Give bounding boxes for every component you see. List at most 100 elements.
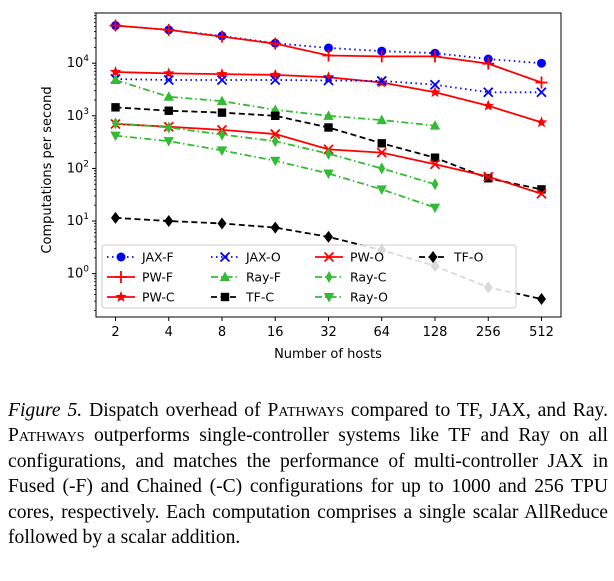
legend-marker-jax-o [219, 251, 231, 263]
x-tick-label: 256 [476, 325, 501, 340]
point-ray-o [429, 203, 441, 214]
legend-marker-ray-o [323, 293, 335, 303]
legend-marker-ray-f [219, 271, 231, 281]
legend-label-jax-o: JAX-O [245, 250, 281, 265]
legend-marker-tf-c [220, 292, 230, 302]
caption-text-3: outperforms single-controller systems li… [8, 425, 608, 549]
point-pw-f [109, 19, 122, 32]
point-jax-f [324, 43, 333, 53]
legend-entry-pw-f: PW-F [107, 270, 173, 285]
axes: 2 4 8 16 32 64 128 256 512 100 101 102 103 104 [67, 12, 562, 340]
point-tf-c [111, 103, 120, 112]
point-tf-c [217, 108, 227, 117]
series-jax-o [110, 73, 547, 98]
legend-entry-tf-o: TF-O [419, 250, 484, 265]
point-tf-o [111, 211, 120, 224]
legend-label-pw-f: PW-F [142, 270, 173, 285]
point-jax-o [429, 79, 441, 90]
legend-label-ray-f: Ray-F [246, 270, 281, 285]
pathways-name-2: Pathways [8, 425, 85, 447]
legend-label-tf-c: TF-C [245, 290, 274, 305]
pathways-name-1: Pathways [267, 400, 345, 421]
point-ray-f [163, 91, 174, 101]
point-tf-c [430, 153, 440, 162]
legend-marker-pw-o [323, 251, 335, 263]
point-ray-f [376, 114, 387, 125]
point-ray-o [110, 131, 121, 142]
point-ray-o [376, 185, 387, 195]
x-tick-label: 16 [267, 325, 284, 340]
x-tick-label: 2 [111, 325, 119, 340]
x-tick-label: 32 [320, 325, 337, 340]
point-pw-o [429, 159, 441, 170]
point-pw-f [162, 23, 175, 36]
point-jax-o [536, 87, 547, 98]
legend-label-pw-c: PW-C [142, 290, 175, 305]
point-pw-c [322, 71, 335, 83]
y-tick-label: 100 [67, 265, 90, 282]
legend-box [101, 244, 517, 309]
x-axis-label: Number of hosts [274, 347, 382, 362]
point-pw-f [482, 57, 495, 70]
point-tf-o [217, 217, 227, 230]
x-tick-label: 64 [373, 325, 390, 340]
point-pw-c [482, 99, 494, 111]
point-jax-o [376, 75, 387, 87]
legend-entry-jax-f: JAX-F [107, 250, 174, 265]
series-ray-f [110, 74, 441, 130]
legend-entry-pw-c: PW-C [107, 290, 175, 305]
point-tf-o [164, 215, 174, 228]
point-pw-c [109, 66, 122, 77]
point-tf-c [324, 123, 333, 132]
caption-paragraph: Figure 5. Dispatch overhead of Pathways … [8, 398, 608, 550]
dispatch-overhead-chart: 2 4 8 16 32 64 128 256 512 100 101 102 103 104 JAX-F P… [40, 12, 562, 362]
point-tf-o [270, 221, 280, 234]
legend: JAX-F PW-F PW-C JAX-O Ray-F TF-C PW-O Ray-C Ray-… [101, 244, 517, 309]
point-jax-o [270, 74, 281, 86]
point-pw-f [269, 37, 282, 50]
point-pw-c [163, 67, 175, 79]
point-pw-f [375, 50, 388, 63]
point-ray-f [110, 74, 121, 84]
legend-label-ray-c: Ray-C [350, 270, 387, 285]
point-tf-c [271, 111, 280, 121]
legend-entry-tf-c: TF-C [211, 290, 274, 305]
x-tick-label: 8 [218, 325, 226, 340]
legend-marker-jax-f [116, 252, 126, 262]
point-jax-o [323, 75, 334, 86]
legend-label-tf-o: TF-O [453, 250, 484, 265]
legend-entry-jax-o: JAX-O [211, 250, 281, 265]
point-ray-f [323, 110, 334, 120]
caption-text-2: compared to TF, JAX, and Ray. [344, 400, 608, 421]
point-pw-f [322, 49, 335, 62]
y-tick-label: 103 [67, 107, 89, 124]
point-jax-f [537, 58, 546, 68]
point-pw-f [535, 76, 548, 89]
point-ray-o [216, 146, 228, 156]
point-ray-o [323, 169, 334, 180]
point-ray-c [378, 162, 386, 175]
y-axis-label: Computations per second [40, 86, 55, 253]
point-tf-o [324, 230, 333, 243]
series-ray-o [110, 131, 441, 214]
series-pw-f [109, 19, 548, 89]
point-ray-c [431, 178, 439, 191]
legend-marker-pw-f [115, 271, 127, 283]
point-ray-c [112, 117, 119, 130]
point-pw-o [536, 188, 547, 199]
y-tick-label: 101 [67, 212, 89, 229]
figure-label: Figure 5. [8, 400, 83, 421]
legend-marker-pw-c [115, 291, 127, 302]
point-pw-c [535, 116, 548, 128]
point-pw-f [216, 30, 228, 43]
legend-entry-ray-o: Ray-O [315, 290, 388, 305]
legend-entry-ray-f: Ray-F [211, 270, 281, 285]
point-tf-c [484, 174, 493, 183]
series-tf-c [111, 103, 546, 194]
point-pw-c [429, 86, 441, 98]
point-ray-f [216, 95, 228, 106]
point-pw-f [429, 50, 441, 63]
point-pw-o [270, 128, 281, 140]
y-tick-label: 102 [67, 159, 89, 176]
legend-label-jax-f: JAX-F [141, 250, 174, 265]
